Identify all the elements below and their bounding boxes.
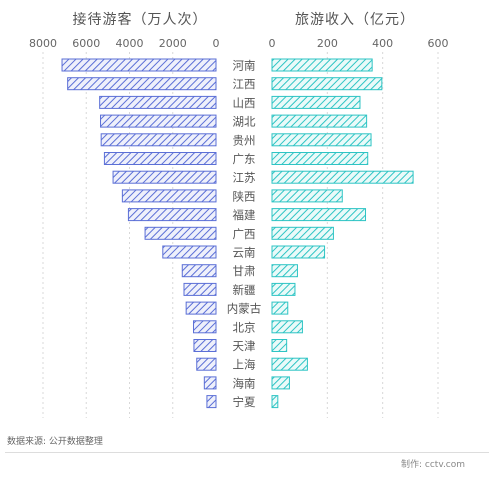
province-label: 贵州	[233, 133, 256, 147]
province-label: 广西	[233, 227, 256, 241]
province-label: 福建	[233, 208, 256, 222]
province-label: 江西	[233, 77, 256, 91]
credit-note: 制作: cctv.com	[401, 460, 466, 470]
revenue-bar	[271, 77, 383, 91]
province-label: 海南	[233, 376, 256, 390]
revenue-bar	[271, 58, 373, 72]
province-label: 陕西	[233, 189, 256, 203]
visitors-bar	[61, 58, 217, 72]
province-label: 内蒙古	[227, 302, 262, 316]
province-label: 江苏	[233, 171, 256, 185]
province-label: 湖北	[233, 115, 256, 129]
footer-divider	[5, 452, 489, 453]
revenue-bar	[271, 245, 326, 259]
revenue-bar	[271, 189, 343, 203]
visitors-bar	[203, 376, 217, 390]
data-source-note: 数据来源: 公开数据整理	[7, 437, 103, 447]
left-chart-title: 接待游客（万人次）	[73, 11, 208, 28]
revenue-bar	[271, 282, 296, 296]
province-label: 甘肃	[233, 264, 256, 278]
province-label: 河南	[233, 59, 256, 73]
left-axis-tick-label: 0	[213, 37, 220, 50]
province-label: 云南	[233, 246, 256, 260]
visitors-bar	[67, 77, 217, 91]
visitors-bar	[121, 189, 217, 203]
visitors-bar	[100, 114, 217, 128]
visitors-bar	[162, 245, 217, 259]
province-label: 北京	[233, 320, 256, 334]
revenue-bar	[271, 339, 288, 352]
right-axis-tick-label: 400	[372, 37, 393, 50]
visitors-bar	[127, 208, 217, 222]
province-label: 天津	[233, 339, 256, 353]
visitors-bar	[193, 320, 217, 334]
right-axis-tick-label: 200	[317, 37, 338, 50]
butterfly-bar-chart: 接待游客（万人次） 旅游收入（亿元） 8000 6000 4000 2000 0 0 200…	[29, 11, 449, 418]
revenue-bar	[271, 226, 334, 240]
revenue-bar	[271, 264, 298, 278]
right-axis-tick-label: 0	[269, 37, 276, 50]
revenue-bar	[271, 357, 308, 371]
visitors-bar	[183, 282, 217, 296]
visitors-bar	[144, 226, 217, 240]
visitors-bar	[103, 152, 217, 165]
visitors-bar	[99, 95, 217, 109]
revenue-bar	[271, 376, 290, 390]
left-axis-tick-label: 6000	[72, 37, 100, 50]
visitors-bar	[100, 133, 217, 147]
revenue-bar	[271, 208, 367, 222]
left-axis-tick-label: 2000	[159, 37, 187, 50]
province-label: 新疆	[233, 283, 256, 297]
visitors-bar	[206, 395, 217, 409]
revenue-bar	[271, 170, 414, 184]
right-chart-title: 旅游收入（亿元）	[295, 12, 415, 28]
left-axis-tick-label: 8000	[29, 37, 57, 50]
left-axis-tick-label: 4000	[116, 37, 144, 50]
province-label: 广东	[233, 152, 256, 166]
revenue-bar	[271, 395, 279, 409]
visitors-bar	[196, 357, 217, 371]
revenue-bar	[271, 133, 372, 147]
visitors-bar	[193, 339, 217, 352]
province-label: 宁夏	[233, 395, 256, 409]
revenue-bar	[271, 114, 368, 128]
province-label: 山西	[233, 96, 256, 110]
revenue-bar	[271, 152, 369, 165]
revenue-bar	[271, 95, 361, 109]
visitors-bar	[181, 264, 217, 278]
revenue-bar	[271, 301, 289, 315]
province-label: 上海	[233, 358, 256, 372]
visitors-bar	[112, 170, 217, 184]
visitors-bar	[185, 301, 217, 315]
revenue-bar	[271, 320, 303, 334]
right-axis-tick-label: 600	[428, 37, 449, 50]
